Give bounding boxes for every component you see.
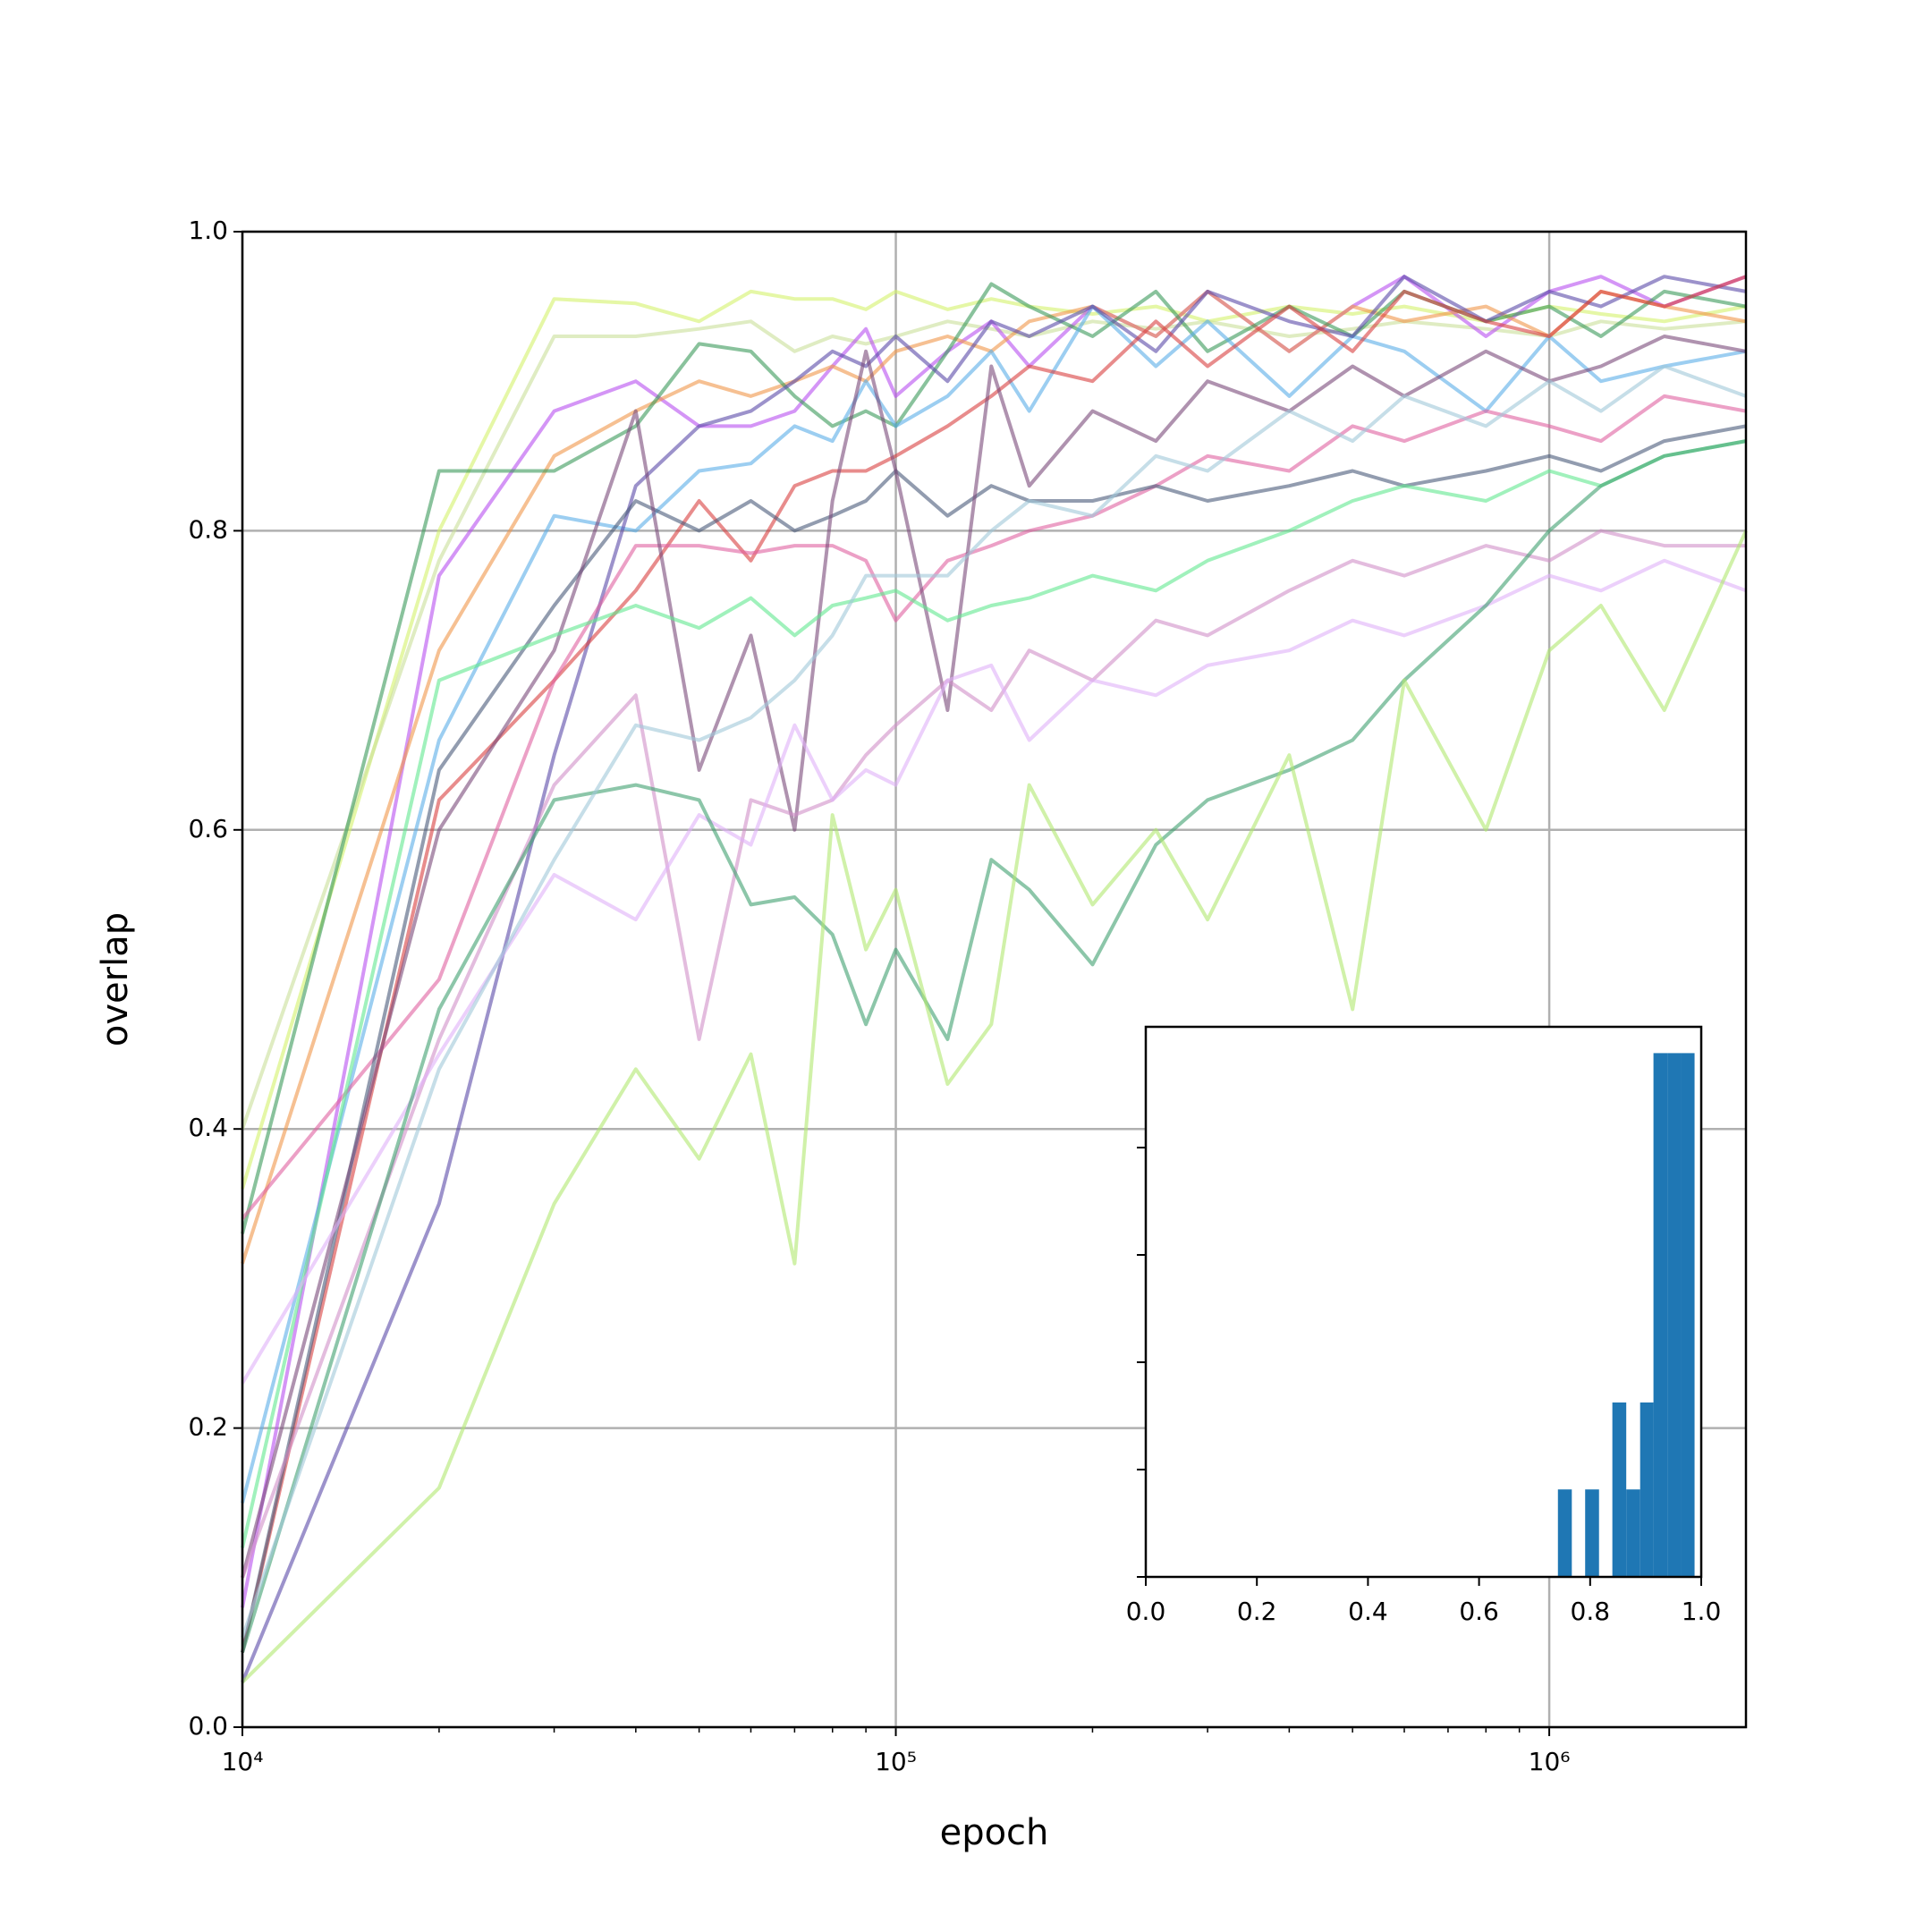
- hist-bar: [1653, 1053, 1668, 1577]
- series-line: [241, 558, 1747, 1385]
- y-tick-label: 0.0: [188, 1711, 228, 1741]
- y-tick-label: 1.0: [188, 216, 228, 245]
- series-line: [241, 394, 1747, 1220]
- y-tick-label: 0.2: [188, 1412, 228, 1442]
- hist-bar: [1640, 1402, 1654, 1577]
- series-line: [241, 275, 1747, 1653]
- series-line: [241, 439, 1747, 1548]
- hist-bar: [1585, 1489, 1599, 1577]
- series-line: [241, 275, 1747, 1608]
- series-line: [241, 335, 1747, 1579]
- series-line: [241, 364, 1747, 1639]
- x-tick-label: 1.0: [1682, 1597, 1722, 1626]
- x-tick-label: 0.0: [1126, 1597, 1166, 1626]
- plot-frame: [241, 230, 1748, 1729]
- x-tick-label: 0.4: [1348, 1597, 1388, 1626]
- series-line: [241, 424, 1747, 1653]
- x-tick-label: 0.6: [1459, 1597, 1499, 1626]
- hist-bar: [1612, 1402, 1627, 1577]
- x-axis-label: epoch: [940, 1812, 1049, 1853]
- x-tick-label: 10⁵: [875, 1747, 917, 1776]
- y-axis-label: overlap: [95, 912, 136, 1046]
- series-line: [241, 439, 1747, 1653]
- inset-background: [1146, 1027, 1701, 1577]
- series-line: [241, 275, 1747, 1683]
- hist-bar: [1626, 1489, 1640, 1577]
- y-tick-label: 0.6: [188, 814, 228, 843]
- series-line: [241, 529, 1746, 1579]
- y-tick-label: 0.4: [188, 1113, 228, 1142]
- inset-frame: [1144, 1025, 1703, 1579]
- hist-bar: [1557, 1489, 1572, 1577]
- x-tick-label: 10⁴: [222, 1747, 264, 1776]
- hist-bar: [1681, 1053, 1695, 1577]
- hist-bar: [1667, 1053, 1682, 1577]
- x-tick-label: 0.8: [1571, 1597, 1611, 1626]
- x-tick-label: 0.2: [1237, 1597, 1277, 1626]
- y-tick-label: 0.8: [188, 514, 228, 544]
- series-line: [241, 289, 1747, 1265]
- series-line: [241, 530, 1748, 1684]
- series-line: [241, 282, 1747, 1234]
- x-tick-label: 10⁶: [1529, 1747, 1571, 1776]
